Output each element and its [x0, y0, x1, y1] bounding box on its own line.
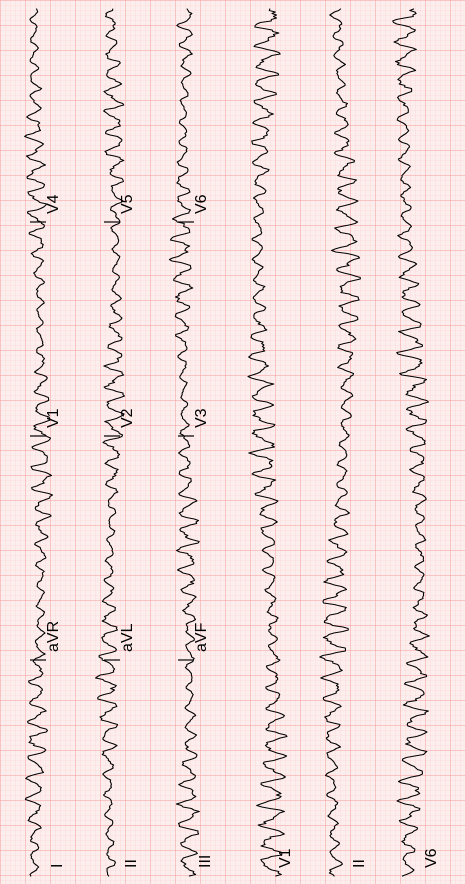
ecg-trace-row-5	[319, 8, 361, 877]
ecg-trace-row-4	[247, 8, 288, 877]
ecg-trace-row-6	[392, 8, 430, 877]
lead-label-v6: V6	[423, 848, 440, 868]
lead-label-ii: II	[351, 859, 368, 868]
lead-label-v3: V3	[193, 408, 210, 428]
lead-label-v1: V1	[277, 848, 294, 868]
lead-label-v6: V6	[193, 194, 210, 214]
lead-label-i: I	[49, 864, 66, 868]
lead-label-v5: V5	[119, 194, 136, 214]
lead-label-ii: II	[123, 859, 140, 868]
ecg-traces	[24, 8, 430, 877]
ecg-trace-row-3	[168, 8, 200, 877]
lead-label-v4: V4	[45, 194, 62, 214]
lead-label-v1: V1	[45, 408, 62, 428]
lead-label-avl: aVL	[119, 623, 136, 652]
lead-label-iii: III	[197, 855, 214, 868]
lead-label-avr: aVR	[45, 621, 62, 652]
lead-label-v2: V2	[119, 408, 136, 428]
ecg-trace-row-2	[95, 8, 125, 877]
ecg-trace-row-1	[24, 8, 54, 877]
lead-label-avf: aVF	[193, 622, 210, 652]
